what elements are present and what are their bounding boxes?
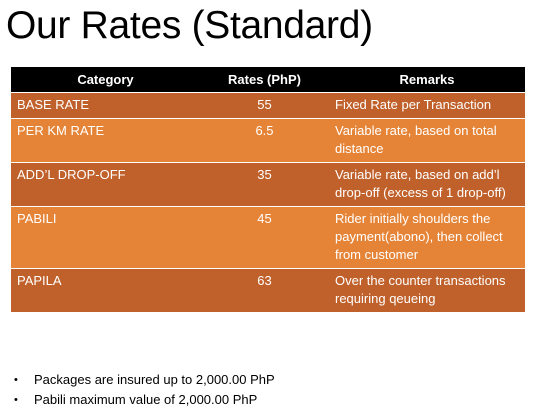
row-category: BASE RATE: [11, 92, 200, 119]
rates-table: Category Rates (PhP) Remarks BASE RATE 5…: [11, 67, 525, 312]
table-row: PAPILA 63 Over the counter transactions …: [11, 268, 525, 312]
bullet-icon: •: [14, 374, 18, 386]
bullet-icon: •: [14, 394, 18, 406]
row-rate: 63: [200, 268, 329, 312]
row-rate: 6.5: [200, 118, 329, 163]
row-remarks: Over the counter transactions requiring …: [329, 268, 525, 312]
table-row: ADD’L DROP-OFF 35 Variable rate, based o…: [11, 162, 525, 207]
row-remarks: Variable rate, based on add’l drop-off (…: [329, 162, 525, 207]
note-text: Pabili maximum value of 2,000.00 PhP: [34, 392, 258, 407]
column-header-remarks: Remarks: [329, 67, 525, 93]
list-item: • Packages are insured up to 2,000.00 Ph…: [14, 370, 275, 390]
row-category: PAPILA: [11, 268, 200, 312]
table-header-row: Category Rates (PhP) Remarks: [11, 67, 525, 93]
note-text: Packages are insured up to 2,000.00 PhP: [34, 372, 275, 387]
row-category: ADD’L DROP-OFF: [11, 162, 200, 207]
page-title: Our Rates (Standard): [6, 4, 373, 47]
row-category: PABILI: [11, 206, 200, 269]
column-header-rates: Rates (PhP): [200, 67, 329, 93]
table-row: PER KM RATE 6.5 Variable rate, based on …: [11, 118, 525, 163]
row-rate: 55: [200, 92, 329, 119]
row-remarks: Rider initially shoulders the payment(ab…: [329, 206, 525, 269]
table-row: PABILI 45 Rider initially shoulders the …: [11, 206, 525, 269]
column-header-category: Category: [11, 67, 200, 93]
list-item: • Pabili maximum value of 2,000.00 PhP: [14, 390, 275, 410]
notes-list: • Packages are insured up to 2,000.00 Ph…: [0, 370, 275, 410]
row-rate: 35: [200, 162, 329, 207]
row-remarks: Variable rate, based on total distance: [329, 118, 525, 163]
row-rate: 45: [200, 206, 329, 269]
row-category: PER KM RATE: [11, 118, 200, 163]
table-row: BASE RATE 55 Fixed Rate per Transaction: [11, 92, 525, 119]
row-remarks: Fixed Rate per Transaction: [329, 92, 525, 119]
